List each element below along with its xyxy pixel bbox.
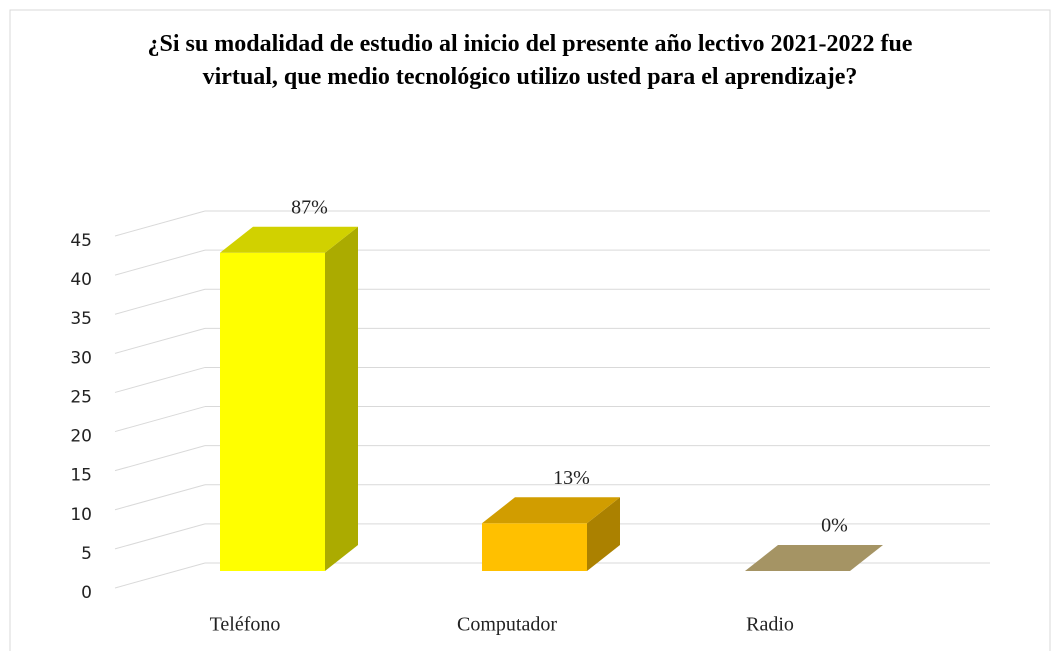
bar-top [482, 497, 620, 524]
bar-side [587, 497, 620, 571]
title-box: ¿Si su modalidad de estudio al inicio de… [147, 31, 913, 90]
chart-title: ¿Si su modalidad de estudio al inicio de… [147, 31, 913, 90]
y-tick-label: 40 [70, 270, 92, 290]
y-tick-label: 20 [70, 427, 92, 447]
y-tick-label: 25 [70, 387, 92, 407]
y-tick-label: 35 [70, 309, 92, 329]
grid-line [114, 523, 206, 550]
grid-line [114, 562, 206, 589]
x-tick-label: Computador [457, 614, 557, 636]
grid-line [114, 445, 206, 472]
bar [482, 523, 587, 571]
grid-line [114, 327, 206, 354]
grid-line [114, 484, 206, 511]
grid-line [114, 406, 206, 433]
y-tick-label: 5 [81, 544, 92, 564]
grid-line [114, 366, 206, 393]
bar-side [325, 226, 358, 571]
y-tick-label: 10 [70, 505, 92, 525]
y-tick-label: 45 [70, 231, 92, 251]
grid-line [114, 249, 206, 276]
y-tick-label: 0 [81, 583, 92, 603]
data-label: 0% [821, 515, 848, 537]
bar [220, 252, 325, 571]
bar-top [220, 226, 358, 253]
bar-top [745, 545, 883, 571]
y-tick-label: 30 [70, 348, 92, 368]
grid-line [114, 210, 206, 237]
grid-line [114, 288, 206, 315]
data-label: 13% [553, 467, 590, 489]
x-tick-label: Teléfono [210, 614, 281, 636]
x-tick-label: Radio [746, 614, 794, 636]
data-label: 87% [291, 196, 328, 218]
y-tick-label: 15 [70, 466, 92, 486]
